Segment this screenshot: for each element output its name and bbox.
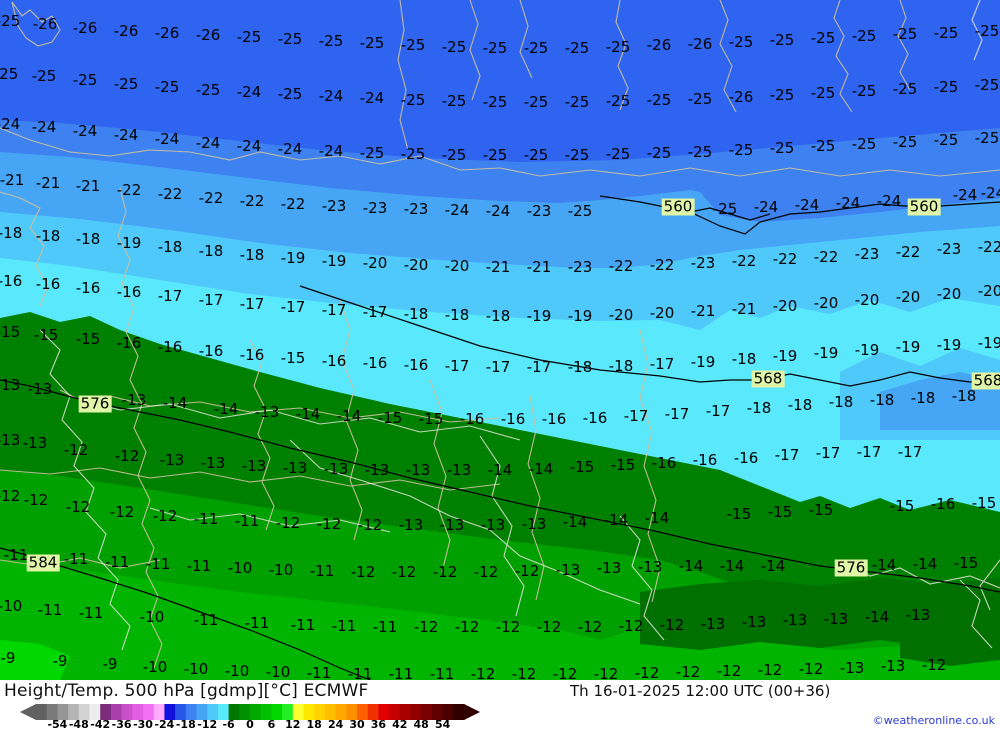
color-scale-tick-label: -36 bbox=[111, 718, 132, 731]
color-scale-swatch bbox=[442, 704, 454, 720]
color-scale-swatch bbox=[346, 704, 358, 720]
color-scale-swatch bbox=[121, 704, 133, 720]
color-scale-swatch bbox=[453, 704, 465, 720]
color-scale-tick-label: 42 bbox=[392, 718, 408, 731]
weather-map-canvas[interactable]: -25-26-26-26-26-26-25-25-25-25-25-25-25-… bbox=[0, 0, 1000, 680]
color-scale-swatch bbox=[410, 704, 422, 720]
color-scale-tick-label: 48 bbox=[413, 718, 429, 731]
color-scale-tick-label: 12 bbox=[285, 718, 301, 731]
country-borders bbox=[0, 0, 1000, 669]
color-scale-swatch bbox=[132, 704, 144, 720]
color-scale-swatch bbox=[378, 704, 390, 720]
color-scale-swatch bbox=[389, 704, 401, 720]
color-scale-swatch bbox=[250, 704, 262, 720]
color-scale-tick-label: -6 bbox=[222, 718, 235, 731]
color-scale-swatch bbox=[175, 704, 187, 720]
color-scale-swatch bbox=[421, 704, 433, 720]
temp-band-light-green bbox=[0, 560, 1000, 680]
color-scale-swatch bbox=[239, 704, 251, 720]
color-scale-tick-label: 30 bbox=[349, 718, 365, 731]
color-scale-swatch bbox=[36, 704, 48, 720]
color-scale-swatch bbox=[78, 704, 91, 720]
color-scale-swatch bbox=[110, 704, 123, 720]
color-scale-tick-label: -30 bbox=[133, 718, 153, 731]
color-scale-swatch bbox=[357, 704, 369, 720]
color-scale-swatch bbox=[46, 704, 58, 720]
temp-band-bright-green bbox=[0, 640, 70, 680]
color-scale-bar bbox=[20, 704, 480, 732]
chart-title: Height/Temp. 500 hPa [gdmp][°C] ECMWF bbox=[4, 681, 369, 701]
forecast-timestamp: Th 16-01-2025 12:00 UTC (00+36) bbox=[570, 682, 831, 700]
color-scale-swatch bbox=[314, 704, 326, 720]
color-scale-swatch bbox=[271, 704, 283, 720]
temp-band-dark-green-blob-2 bbox=[900, 592, 1000, 666]
color-scale-swatch bbox=[196, 704, 208, 720]
color-scale-swatch bbox=[303, 704, 315, 720]
color-scale-tick-label: 36 bbox=[370, 718, 387, 731]
color-scale-tick-label: -54 bbox=[47, 718, 68, 731]
color-scale-tick-label: 24 bbox=[327, 718, 344, 731]
color-scale-swatch bbox=[185, 704, 198, 720]
color-scale-tick-label: -48 bbox=[68, 718, 89, 731]
color-scale-tick-label: 18 bbox=[306, 718, 322, 731]
color-scale-swatch bbox=[324, 704, 337, 720]
color-scale-tick-label: -42 bbox=[90, 718, 111, 731]
color-scale-swatch bbox=[292, 704, 305, 720]
footer-bar: Height/Temp. 500 hPa [gdmp][°C] ECMWF Th… bbox=[0, 680, 1000, 733]
color-scale-ticks: -54 -48 -42 -36 -30 -24 -18 -12 -6 0 6 12 18 24 30 36 42… bbox=[20, 718, 480, 732]
color-scale-swatch bbox=[399, 704, 412, 720]
color-scale-swatch bbox=[143, 704, 155, 720]
temp-band-light-blue-patch-right bbox=[880, 372, 1000, 430]
color-scale-swatch bbox=[153, 704, 165, 720]
color-scale-svg bbox=[20, 704, 480, 720]
color-scale-tick-label: -18 bbox=[175, 718, 196, 731]
color-scale-swatch bbox=[68, 704, 80, 720]
copyright-credit: ©weatheronline.co.uk bbox=[872, 714, 995, 727]
color-scale-swatch bbox=[217, 704, 230, 720]
color-scale-swatch bbox=[282, 704, 294, 720]
color-scale-swatch bbox=[431, 704, 444, 720]
map-fields-svg bbox=[0, 0, 1000, 680]
color-scale-swatch bbox=[207, 704, 219, 720]
color-scale-swatch bbox=[89, 704, 101, 720]
color-scale-tick-label: 6 bbox=[267, 718, 276, 731]
color-scale-tick-label: -12 bbox=[197, 718, 218, 731]
color-scale-swatch bbox=[100, 704, 112, 720]
scale-left-arrow bbox=[20, 704, 36, 720]
interior-borders bbox=[39, 0, 1000, 651]
color-scale-swatch bbox=[335, 704, 347, 720]
scale-right-arrow bbox=[464, 704, 480, 720]
color-scale-tick-label: -24 bbox=[154, 718, 175, 731]
color-scale-swatch bbox=[367, 704, 379, 720]
color-scale-swatch bbox=[228, 704, 240, 720]
color-scale-swatch bbox=[164, 704, 176, 720]
color-scale-swatch bbox=[57, 704, 69, 720]
color-scale-tick-label: 54 bbox=[434, 718, 451, 731]
color-scale-swatch bbox=[260, 704, 272, 720]
color-scale-tick-label: 0 bbox=[246, 718, 254, 731]
